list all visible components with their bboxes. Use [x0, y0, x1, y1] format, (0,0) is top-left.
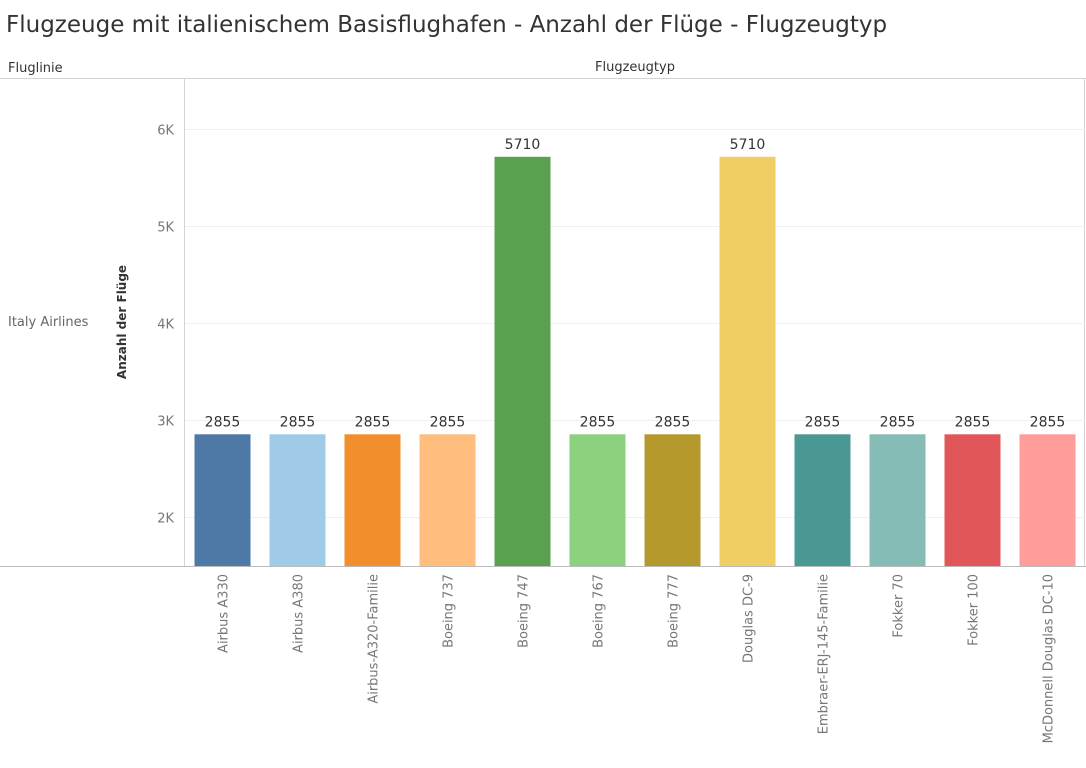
- x-tick-label: Boeing 747: [517, 574, 532, 648]
- data-label: 5710: [730, 137, 766, 153]
- y-tick-label: 5K: [157, 221, 174, 236]
- x-tick-label: Boeing 737: [442, 574, 457, 648]
- data-label: 2855: [1030, 414, 1066, 430]
- bar: [269, 434, 326, 566]
- x-tick-label: Airbus-A320-Familie: [367, 574, 382, 704]
- x-tick-label: Boeing 767: [592, 574, 607, 648]
- bar: [569, 434, 626, 566]
- x-tick-label: Boeing 777: [667, 574, 682, 648]
- y-tick-label: 2K: [157, 512, 174, 527]
- data-label: 2855: [655, 414, 691, 430]
- data-label: 2855: [805, 414, 841, 430]
- bar: [344, 434, 401, 566]
- x-tick-label: Embraer-ERJ-145-Familie: [817, 574, 832, 734]
- row-label-airline: Italy Airlines: [8, 315, 89, 330]
- data-label: 2855: [280, 414, 316, 430]
- bar: [494, 156, 551, 566]
- x-tick-label: McDonnell Douglas DC-10: [1042, 574, 1057, 743]
- x-tick-label: Fokker 100: [967, 574, 982, 646]
- bar: [944, 434, 1001, 566]
- bar: [794, 434, 851, 566]
- column-header-flugzeugtyp: Flugzeugtyp: [595, 60, 675, 75]
- bar: [644, 434, 701, 566]
- x-tick-label: Douglas DC-9: [742, 574, 757, 663]
- x-tick-label: Airbus A330: [217, 574, 232, 653]
- bar: [194, 434, 251, 566]
- x-tick-label: Fokker 70: [892, 574, 907, 638]
- x-tick-label: Airbus A380: [292, 574, 307, 653]
- y-tick-label: 4K: [157, 318, 174, 333]
- chart-title: Flugzeuge mit italienischem Basisflughaf…: [6, 12, 888, 38]
- y-tick-label: 6K: [157, 124, 174, 139]
- bar: [719, 156, 776, 566]
- data-label: 2855: [880, 414, 916, 430]
- data-label: 2855: [205, 414, 241, 430]
- y-tick-label: 3K: [157, 415, 174, 430]
- data-label: 2855: [430, 414, 466, 430]
- bar: [419, 434, 476, 566]
- data-label: 2855: [955, 414, 991, 430]
- data-label: 2855: [580, 414, 616, 430]
- bar: [1019, 434, 1076, 566]
- row-header-fluglinie: Fluglinie: [8, 61, 63, 76]
- data-label: 2855: [355, 414, 391, 430]
- bar: [869, 434, 926, 566]
- data-label: 5710: [505, 137, 541, 153]
